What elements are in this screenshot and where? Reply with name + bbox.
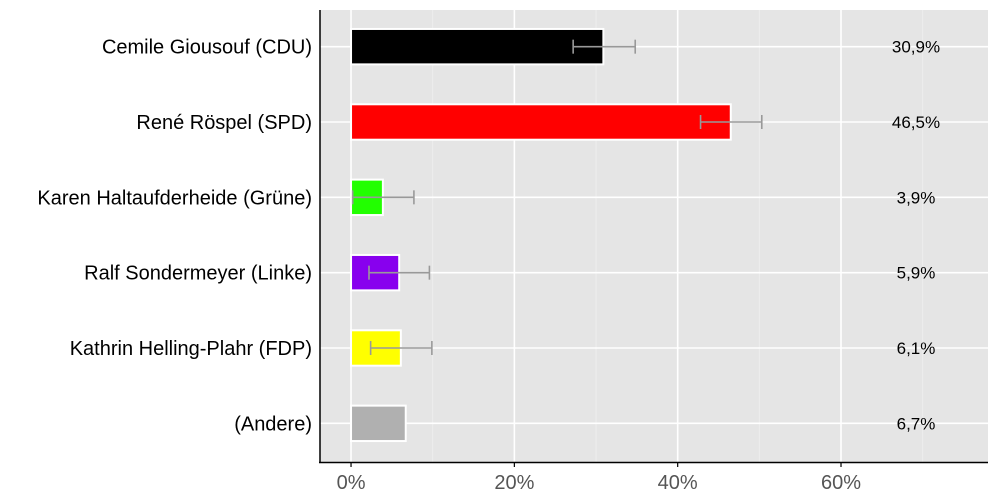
value-labels: 30,9% 46,5% 3,9% 5,9% 6,1% 6,7% (892, 38, 940, 434)
error-bar (369, 341, 433, 355)
category-label: René Röspel (SPD) (136, 112, 312, 134)
category-label: Kathrin Helling-Plahr (FDP) (70, 338, 312, 360)
value-label: 46,5% (892, 113, 940, 132)
value-label: 6,1% (897, 339, 936, 358)
error-bar (572, 39, 637, 54)
x-tick-label: 20% (494, 472, 534, 494)
value-label: 3,9% (897, 188, 936, 207)
bar (350, 27, 605, 66)
grid-major (320, 10, 988, 462)
bar (350, 103, 732, 141)
category-label: (Andere) (234, 413, 312, 435)
plot-background (320, 10, 988, 462)
category-label: Cemile Giousouf (CDU) (102, 37, 312, 59)
error-bar (699, 115, 763, 129)
value-label: 6,7% (897, 414, 936, 433)
error-bars (351, 39, 763, 355)
category-label: Karen Haltaufderheide (Grüne) (37, 187, 312, 209)
category-labels: Cemile Giousouf (CDU) René Röspel (SPD) Ka… (37, 37, 312, 436)
x-tick-label: 60% (821, 472, 861, 494)
bar (350, 404, 407, 443)
value-label: 30,9% (892, 38, 940, 57)
x-tick-label: 0% (337, 472, 366, 494)
error-bar (351, 190, 415, 205)
x-axis-tick-labels: 0% 20% 40% 60% (337, 462, 861, 494)
value-label: 5,9% (897, 264, 936, 283)
category-label: Ralf Sondermeyer (Linke) (84, 263, 312, 285)
error-bar (368, 265, 431, 280)
x-tick-label: 40% (658, 472, 698, 494)
